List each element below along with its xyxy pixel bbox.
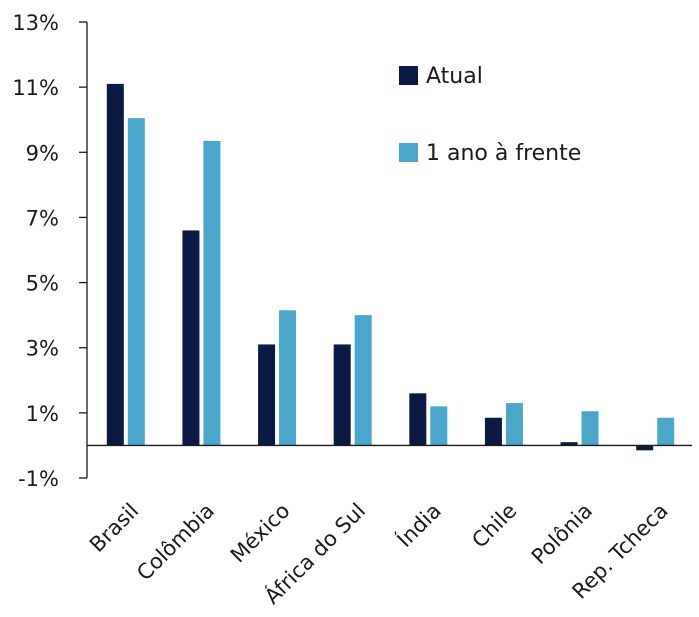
y-axis: -1% 1% 3% 5% 7% 9% 11% 13% [12,11,88,491]
bar-atual-6 [560,442,578,446]
bar-atual-7 [636,445,654,451]
bars [106,83,675,451]
legend-label: 1 ano à frente [426,141,581,166]
legend-swatch [399,143,418,162]
y-tick-label: 5% [26,272,59,296]
bar-1-ano-7 [657,417,675,446]
y-tick-label: 13% [12,11,59,35]
bar-atual-2 [258,344,276,446]
legend: Atual 1 ano à frente [399,64,581,166]
y-tick-label: 9% [26,141,59,165]
bar-atual-4 [409,393,427,446]
bar-1-ano-1 [203,140,221,446]
y-tick-label: 11% [12,76,59,100]
bar-atual-1 [182,230,200,446]
x-tick-label: Polônia [527,499,597,569]
y-tick-label: 7% [26,206,59,230]
y-tick-label: 1% [26,402,59,426]
bar-1-ano-0 [127,118,145,446]
x-tick-label: Colômbia [132,499,219,586]
bar-1-ano-4 [430,406,448,446]
x-tick-label: Chile [467,499,521,553]
x-tick-label: México [226,499,295,568]
bar-1-ano-5 [505,403,523,446]
bar-atual-5 [484,417,502,446]
bar-atual-0 [106,83,124,446]
bar-1-ano-6 [581,411,599,446]
legend-swatch [399,66,418,85]
bar-1-ano-3 [354,315,372,446]
bar-1-ano-2 [279,310,297,446]
bar-atual-3 [333,344,351,446]
y-tick-label: -1% [18,467,59,491]
x-tick-label: Brasil [85,499,143,557]
y-tick-label: 3% [26,337,59,361]
x-tick-label: Índia [392,498,446,552]
legend-label: Atual [426,64,483,89]
